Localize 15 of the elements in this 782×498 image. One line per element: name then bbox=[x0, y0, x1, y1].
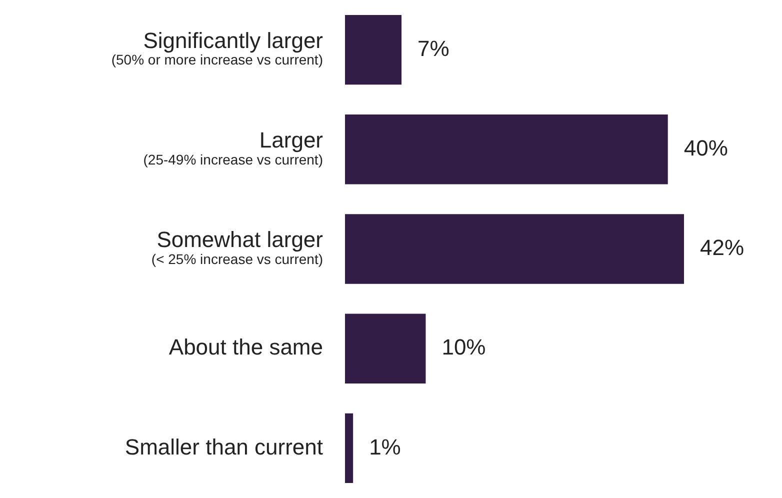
data-label: 1% bbox=[369, 434, 401, 460]
y-tick-label: Larger (25-49% increase vs current) bbox=[143, 127, 323, 168]
bar bbox=[345, 14, 402, 85]
bar bbox=[345, 413, 354, 484]
bar bbox=[345, 214, 684, 284]
y-tick-label: Somewhat larger (< 25% increase vs current) bbox=[151, 227, 323, 267]
y-tick-label: About the same bbox=[168, 334, 323, 360]
data-label: 7% bbox=[418, 36, 450, 61]
bar bbox=[345, 114, 668, 184]
data-label: 42% bbox=[700, 235, 744, 260]
bar bbox=[345, 314, 426, 384]
data-label: 40% bbox=[684, 135, 728, 160]
data-label: 10% bbox=[442, 334, 486, 360]
y-tick-label: Smaller than current bbox=[124, 434, 323, 460]
y-tick-label: Significantly larger (50% or more increase vs current) bbox=[111, 28, 323, 68]
